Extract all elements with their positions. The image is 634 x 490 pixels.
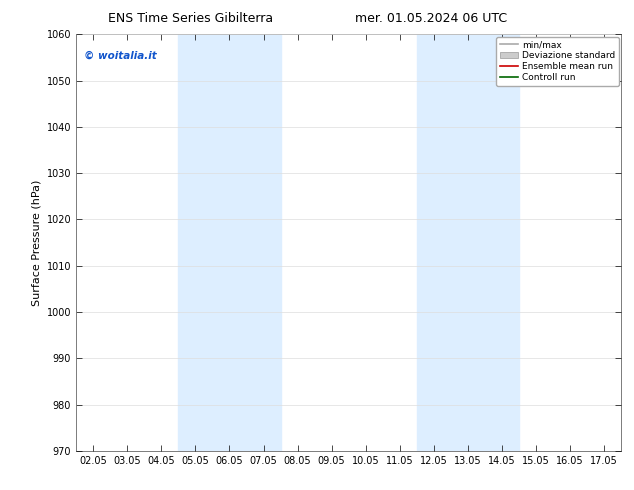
Bar <box>417 34 519 451</box>
Bar <box>178 34 280 451</box>
Legend: min/max, Deviazione standard, Ensemble mean run, Controll run: min/max, Deviazione standard, Ensemble m… <box>496 37 619 86</box>
Text: © woitalia.it: © woitalia.it <box>84 51 157 61</box>
Text: ENS Time Series Gibilterra: ENS Time Series Gibilterra <box>108 12 273 25</box>
Y-axis label: Surface Pressure (hPa): Surface Pressure (hPa) <box>31 179 41 306</box>
Text: mer. 01.05.2024 06 UTC: mer. 01.05.2024 06 UTC <box>355 12 507 25</box>
